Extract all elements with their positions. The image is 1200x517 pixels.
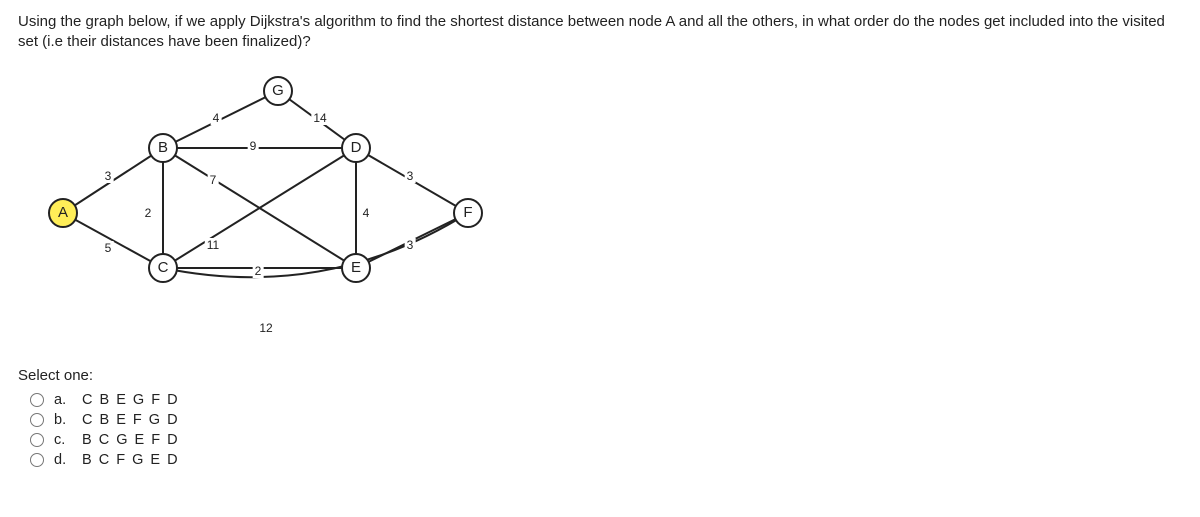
radio-icon bbox=[30, 393, 44, 407]
graph-node-c: C bbox=[148, 253, 178, 283]
edge-weight: 4 bbox=[361, 206, 372, 220]
edge-weight: 9 bbox=[248, 139, 259, 153]
edge-weight: 3 bbox=[405, 238, 416, 252]
option-text: C B E F G D bbox=[82, 412, 179, 428]
edge-weight: 5 bbox=[103, 241, 114, 255]
edge-weight: 2 bbox=[253, 264, 264, 278]
option-a[interactable]: a. C B E G F D bbox=[30, 390, 1182, 410]
graph-node-a: A bbox=[48, 198, 78, 228]
option-c[interactable]: c. B C G E F D bbox=[30, 430, 1182, 450]
option-letter: d. bbox=[54, 452, 72, 468]
edge-weight: 4 bbox=[211, 111, 222, 125]
option-letter: c. bbox=[54, 432, 72, 448]
radio-icon bbox=[30, 413, 44, 427]
graph-node-d: D bbox=[341, 133, 371, 163]
edge-weight: 12 bbox=[257, 321, 274, 335]
edge-weight: 3 bbox=[405, 169, 416, 183]
graph-diagram: A B C G D E F 3 5 2 4 9 7 11 2 12 14 4 3 3 bbox=[18, 63, 488, 353]
option-text: B C G E F D bbox=[82, 432, 179, 448]
graph-node-e: E bbox=[341, 253, 371, 283]
graph-node-b: B bbox=[148, 133, 178, 163]
option-b[interactable]: b. C B E F G D bbox=[30, 410, 1182, 430]
edge-weight: 7 bbox=[208, 173, 219, 187]
edge-weight: 3 bbox=[103, 169, 114, 183]
option-d[interactable]: d. B C F G E D bbox=[30, 450, 1182, 470]
radio-icon bbox=[30, 453, 44, 467]
edge-weight: 14 bbox=[311, 111, 328, 125]
edge-weight: 11 bbox=[205, 238, 221, 252]
radio-icon bbox=[30, 433, 44, 447]
option-letter: a. bbox=[54, 392, 72, 408]
select-one-label: Select one: bbox=[18, 367, 1182, 384]
graph-node-g: G bbox=[263, 76, 293, 106]
option-text: B C F G E D bbox=[82, 452, 179, 468]
edge-weight: 2 bbox=[143, 206, 154, 220]
option-letter: b. bbox=[54, 412, 72, 428]
graph-node-f: F bbox=[453, 198, 483, 228]
question-text: Using the graph below, if we apply Dijks… bbox=[18, 12, 1182, 53]
option-text: C B E G F D bbox=[82, 392, 179, 408]
